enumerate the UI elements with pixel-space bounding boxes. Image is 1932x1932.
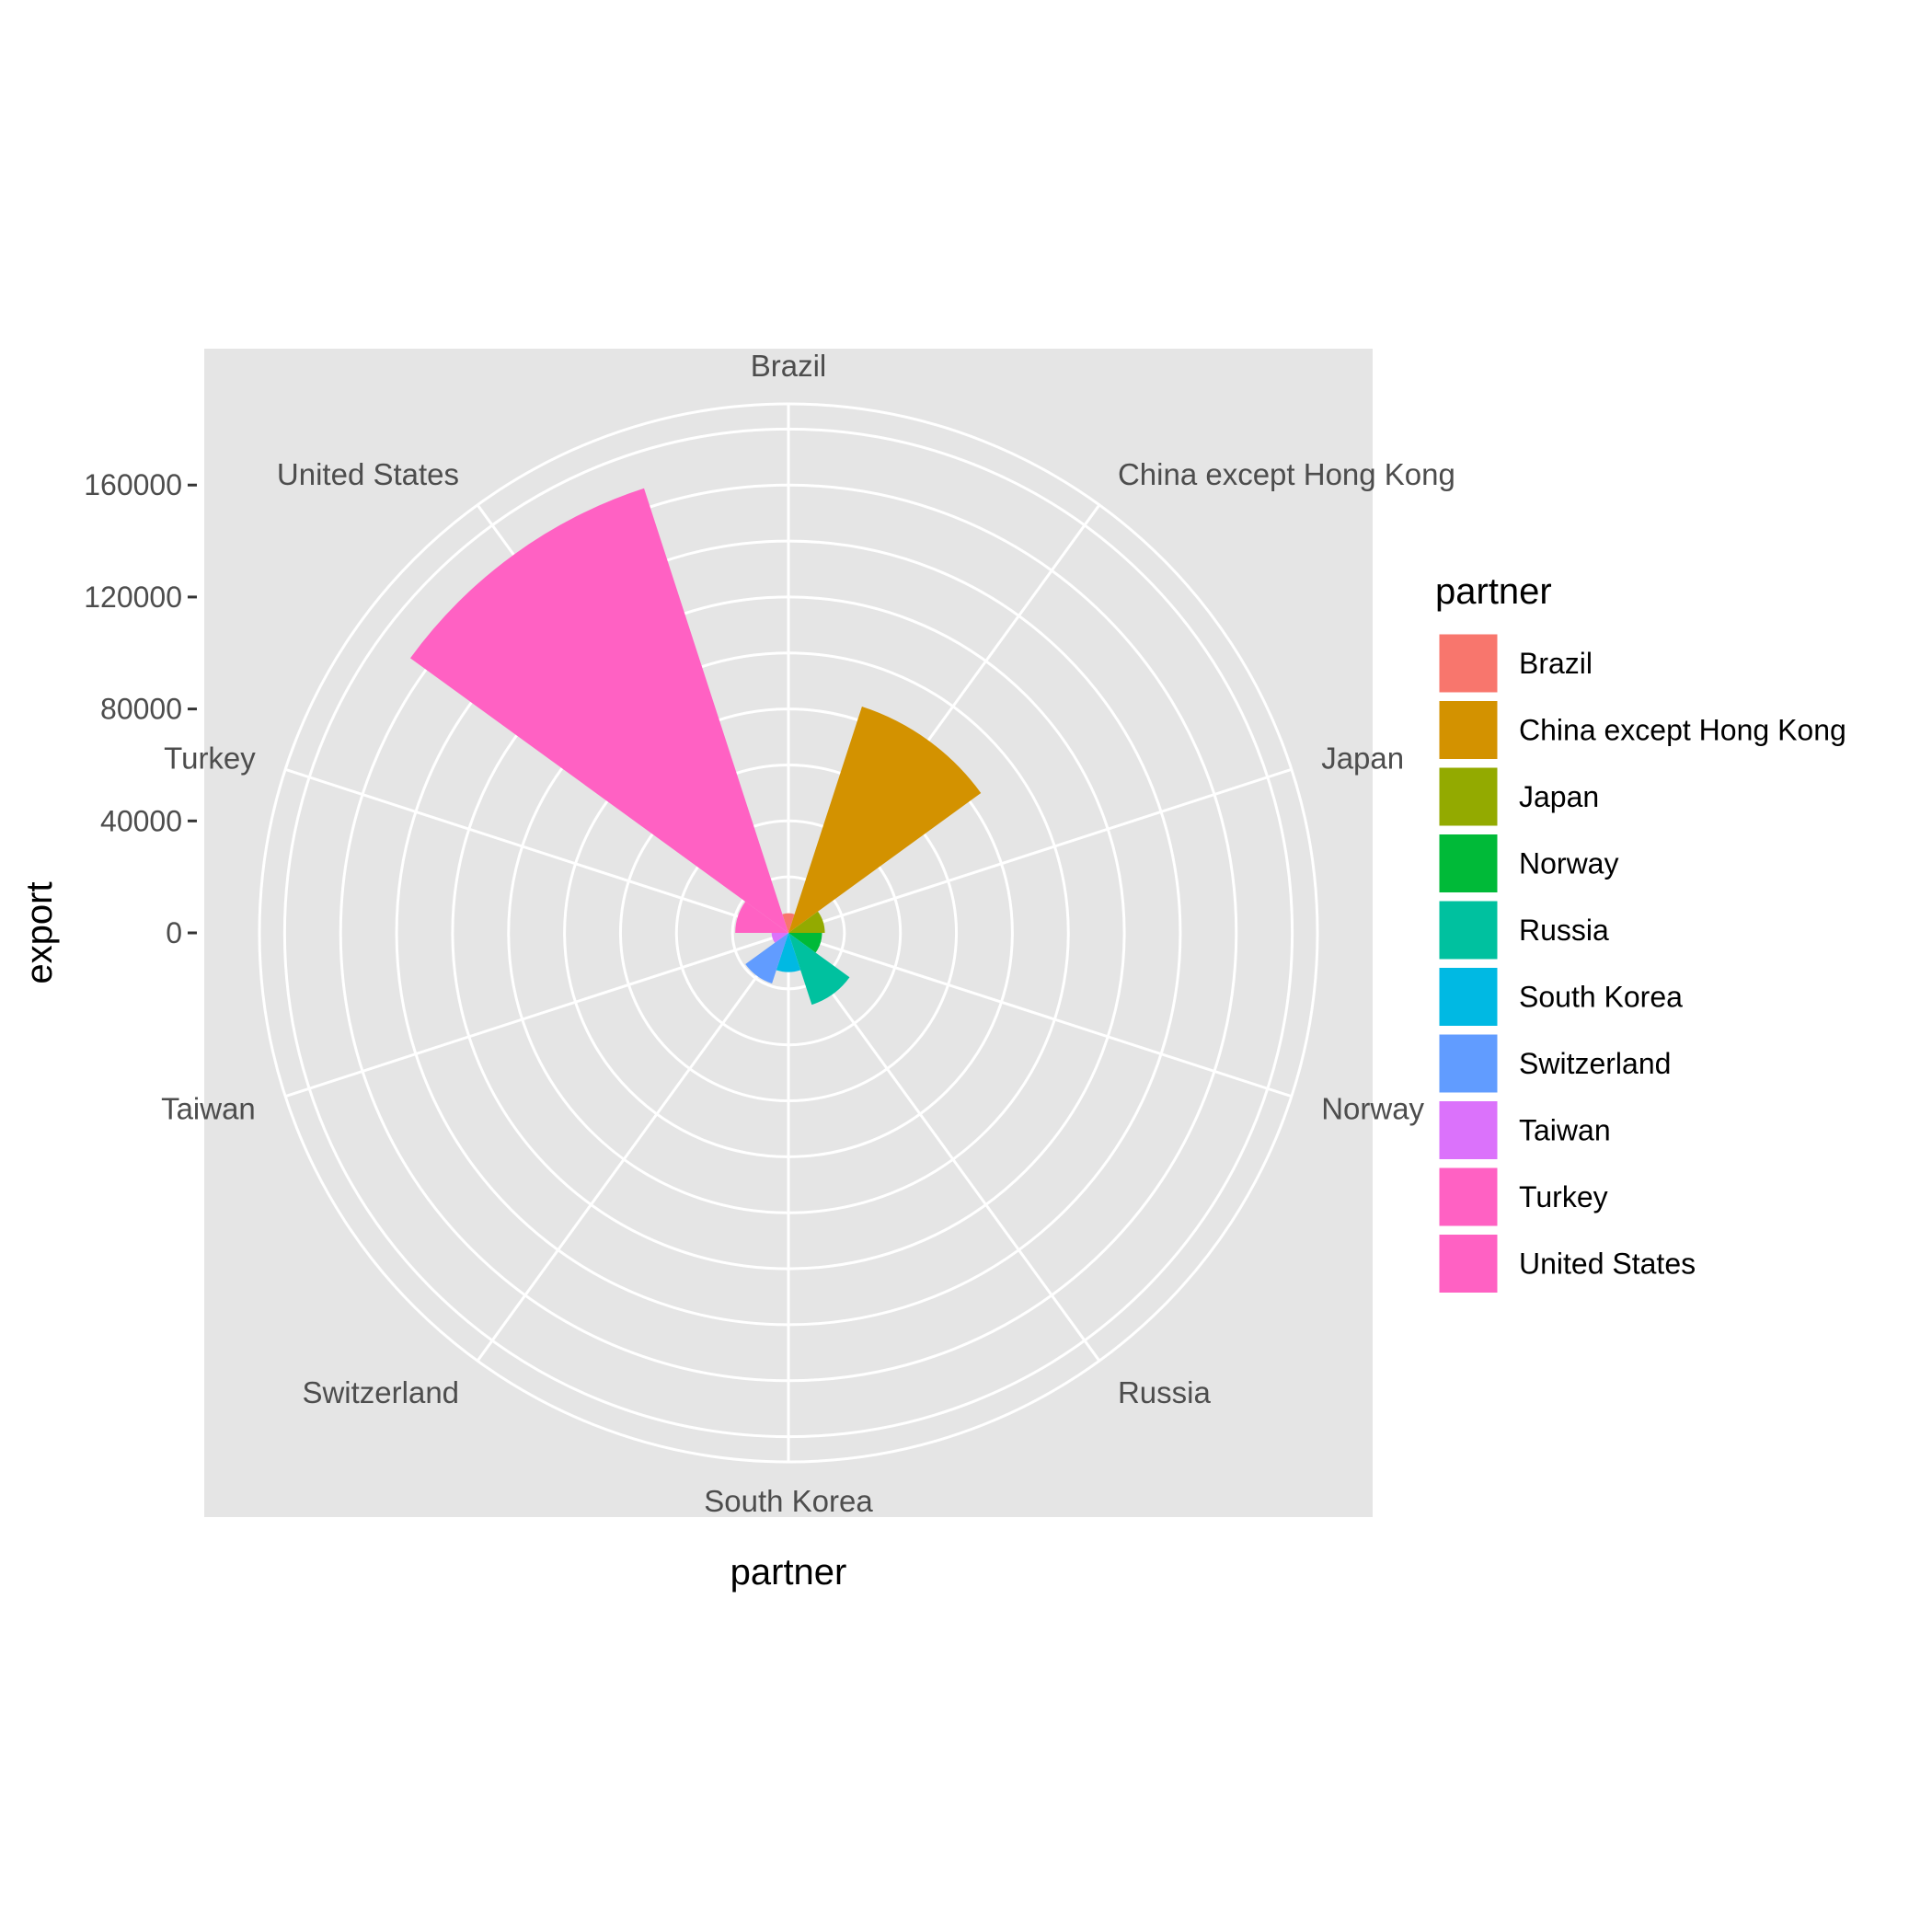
grid-spoke <box>476 932 790 1363</box>
legend-key <box>1436 1232 1501 1295</box>
legend-label: Taiwan <box>1519 1114 1611 1147</box>
grid-spoke <box>284 767 789 935</box>
y-tick-label: 40000 <box>100 804 182 837</box>
y-tick-label: 0 <box>166 916 182 949</box>
category-label: Brazil <box>751 349 827 383</box>
legend-key <box>1436 698 1501 762</box>
legend-key <box>1436 765 1501 829</box>
legend-key <box>1436 1165 1501 1229</box>
y-tick-label: 120000 <box>84 581 182 614</box>
bar-japan <box>788 911 825 933</box>
category-label: Russia <box>1118 1375 1212 1409</box>
legend-key <box>1436 1098 1501 1162</box>
category-label: United States <box>277 457 459 491</box>
legend-label: China except Hong Kong <box>1519 714 1846 747</box>
bar-taiwan <box>771 933 788 943</box>
category-label: Japan <box>1321 741 1404 775</box>
grid-spoke <box>788 767 1293 935</box>
grid-spoke <box>284 931 789 1098</box>
legend-label: Switzerland <box>1519 1047 1671 1080</box>
legend-label: South Korea <box>1519 981 1683 1014</box>
legend-key <box>1436 898 1501 962</box>
bars <box>409 488 982 1006</box>
legend-label: Norway <box>1519 847 1618 880</box>
legend-label: Brazil <box>1519 647 1593 680</box>
bar-united-states <box>409 488 788 933</box>
legend-key <box>1436 965 1501 1029</box>
legend-label: Russia <box>1519 914 1609 947</box>
bar-russia <box>788 933 850 1006</box>
legend-key <box>1436 1031 1501 1096</box>
legend-label: Turkey <box>1519 1180 1608 1213</box>
legend-label: Japan <box>1519 780 1599 813</box>
category-label: Norway <box>1321 1092 1424 1126</box>
legend-title: partner <box>1435 571 1552 612</box>
y-tick-label: 160000 <box>84 468 182 501</box>
bar-south-korea <box>776 933 801 972</box>
category-label: South Korea <box>704 1484 873 1518</box>
bar-norway <box>788 933 822 953</box>
category-label: Switzerland <box>302 1375 459 1409</box>
category-label: Turkey <box>164 741 256 775</box>
legend-key <box>1436 631 1501 696</box>
bar-china-except-hong-kong <box>788 707 982 933</box>
grid-spoke <box>788 931 1293 1098</box>
legend-label: United States <box>1519 1248 1696 1281</box>
bar-switzerland <box>745 933 788 983</box>
y-axis-title: export <box>19 881 60 983</box>
bar-turkey <box>735 902 788 933</box>
x-axis-title: partner <box>730 1552 847 1593</box>
bar-brazil <box>782 913 795 933</box>
category-labels: Brazil China except Hong Kong Japan Norway R… <box>161 349 1455 1518</box>
grid-spoke <box>787 932 1101 1363</box>
y-tick-label: 80000 <box>100 693 182 726</box>
y-axis: 0 40000 80000 120000 160000 <box>84 468 197 949</box>
legend-key <box>1436 832 1501 895</box>
category-label: China except Hong Kong <box>1118 457 1455 491</box>
category-label: Taiwan <box>161 1092 256 1126</box>
legend: partner Brazil China except Hong Kong Japa… <box>1435 571 1846 1295</box>
